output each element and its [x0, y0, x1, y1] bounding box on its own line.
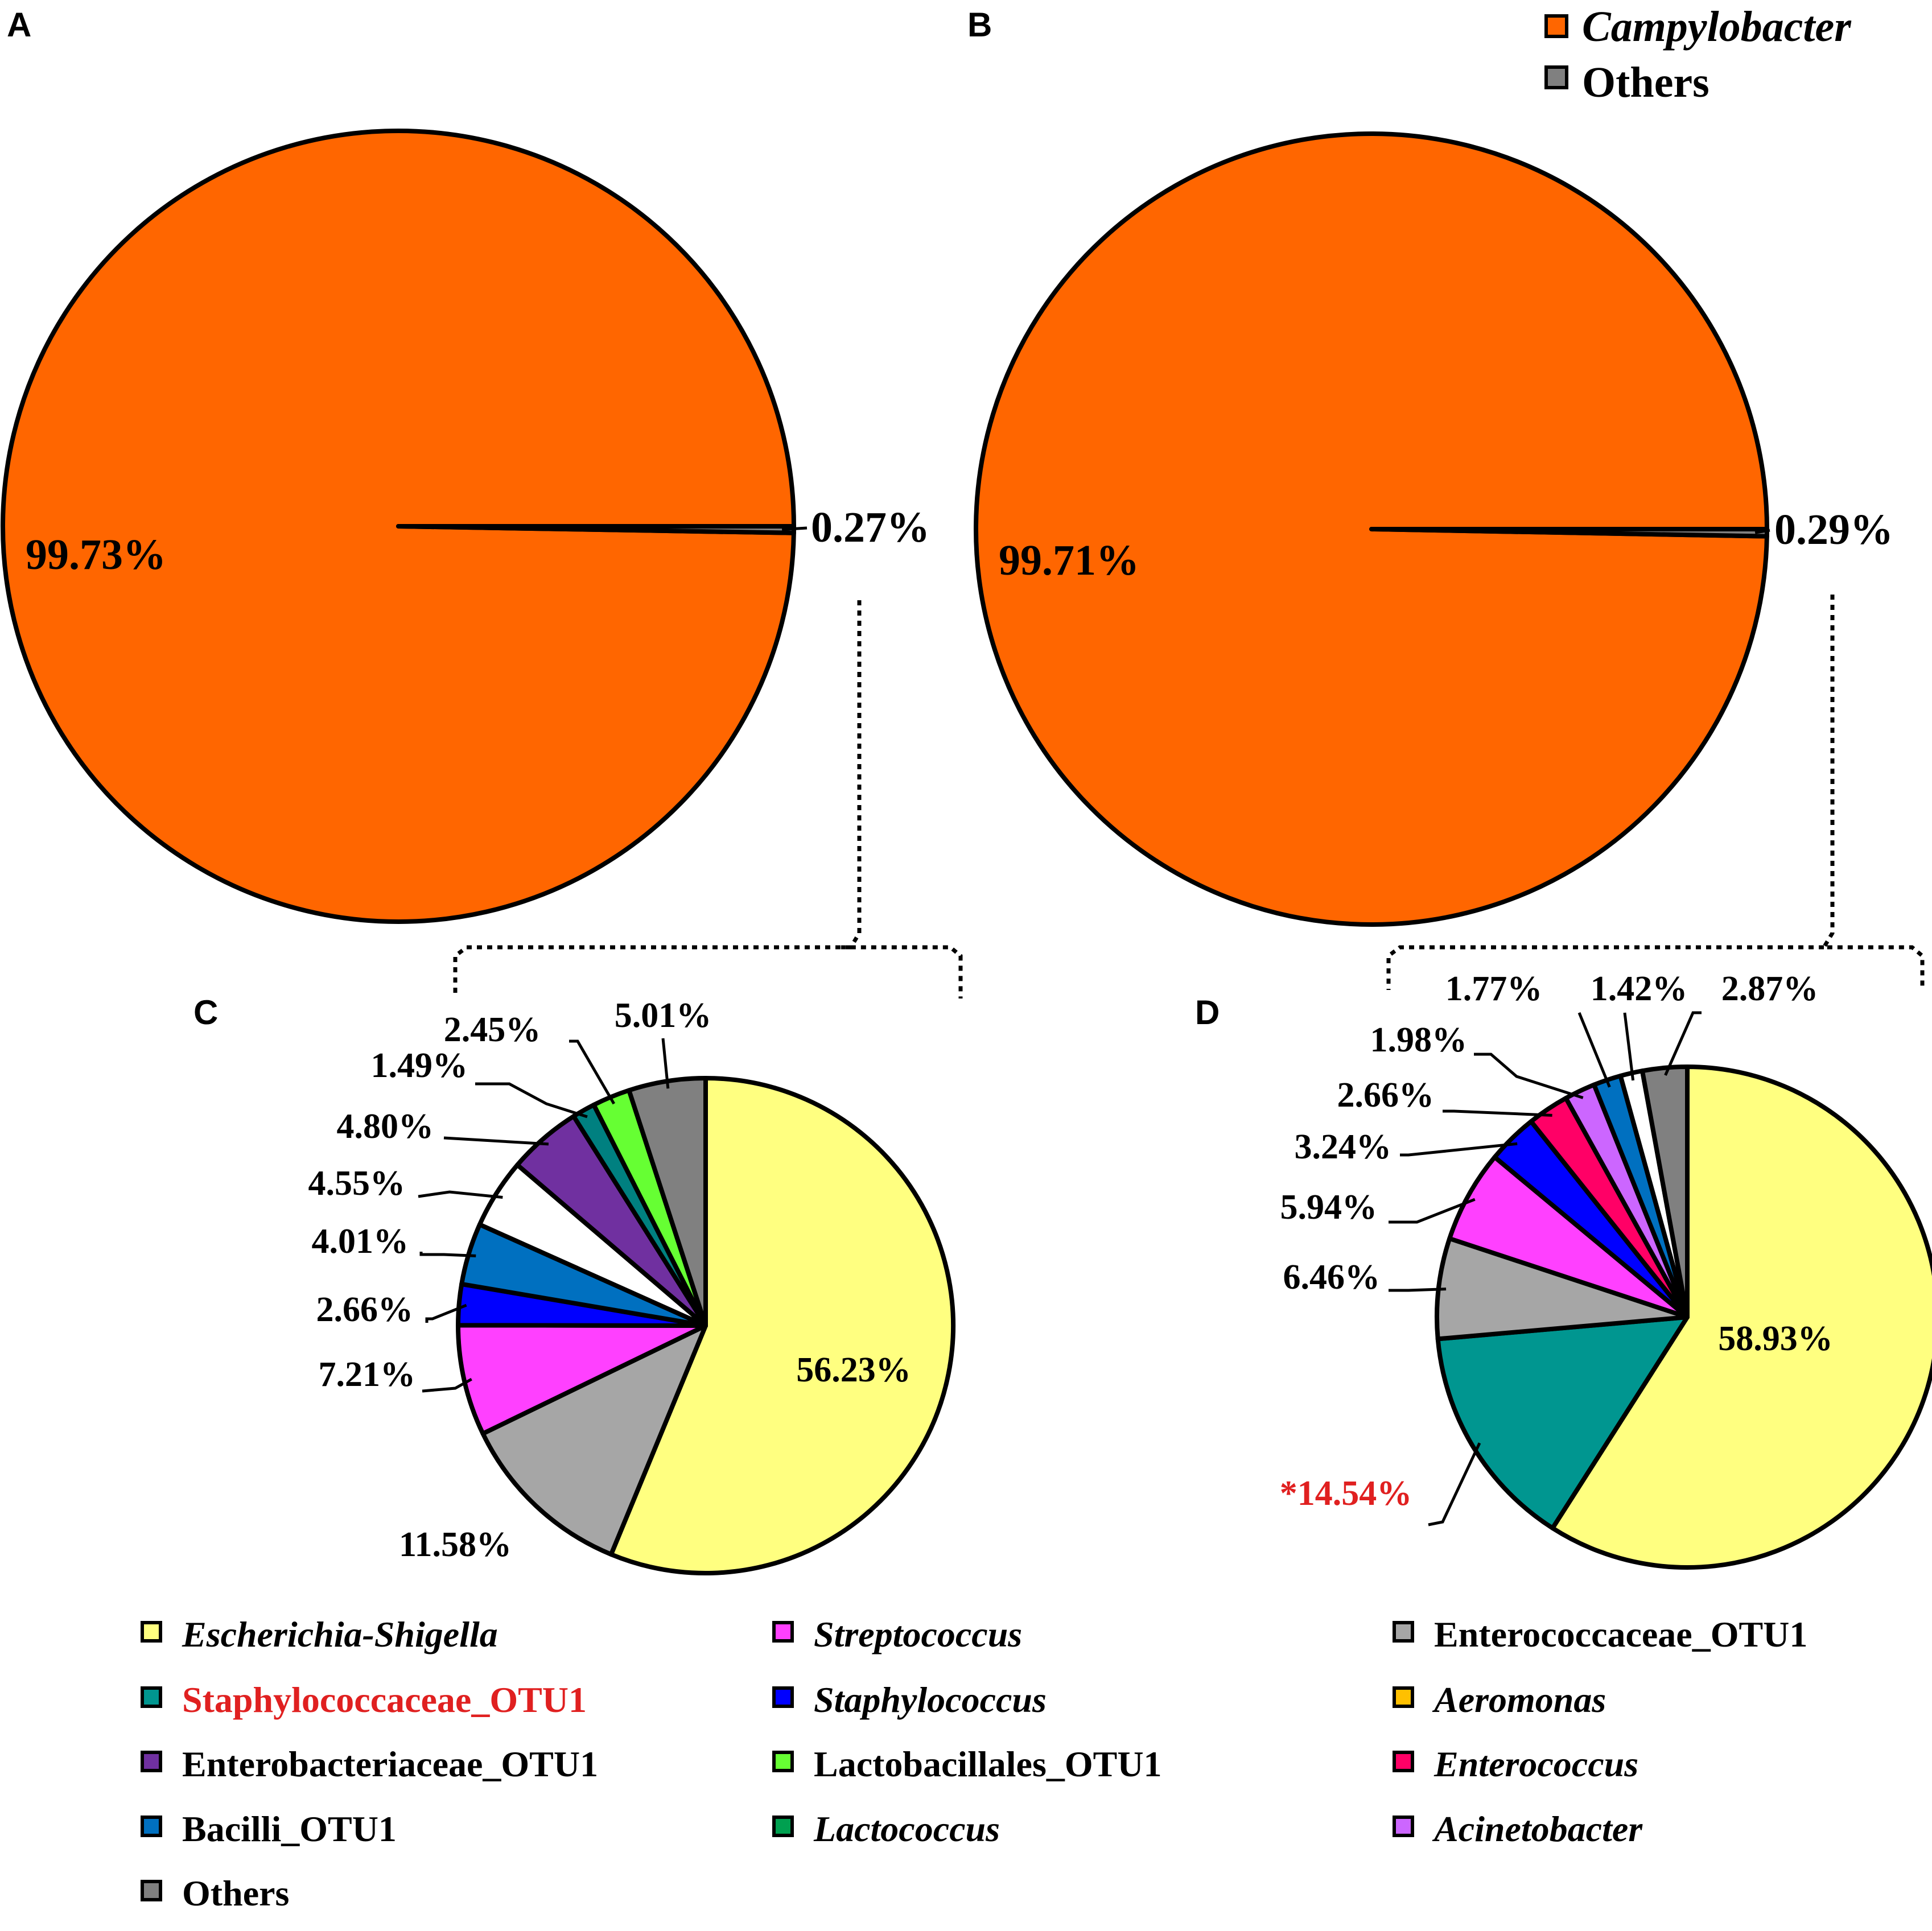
pie-d-leader-enterococcaceae-otu1 [1389, 1288, 1447, 1292]
legend-label-campylobacter: Campylobacter [1582, 3, 1852, 51]
pie-c-slice-escherichia-shigella [608, 1076, 955, 1575]
pie-c-label-escherichia-shigella: 56.23% [796, 1351, 911, 1389]
legend-swatch-streptococcus [772, 1621, 794, 1643]
legend-swatch-acinetobacter [1393, 1816, 1414, 1837]
pie-c-leader-unlabeled-white [418, 1190, 503, 1199]
pie-c-slice-enterococcaceae-otu1 [480, 1323, 708, 1557]
pie-d-label-acinetobacter: 1.98% [1370, 1021, 1468, 1059]
pie-d-leader-unlabeled-white [1623, 1012, 1635, 1081]
legend-swatch-enterococcus [1393, 1751, 1414, 1772]
pie-c-label-streptococcus: 7.21% [319, 1355, 416, 1394]
legend-swatch-enterobacteriaceae-otu1 [141, 1751, 162, 1772]
legend-label-enterococcaceae-otu1: Enterococcaceae_OTU1 [1434, 1614, 1807, 1654]
pie-b-slice-others [1369, 527, 1769, 539]
legend-label-staphylococcus: Staphylococcus [814, 1680, 1047, 1720]
legend-swatch-staphylococcus [772, 1686, 794, 1708]
pie-d-leader-staphylococcaceae-otu1 [1428, 1442, 1481, 1526]
legend-label-enterococcus: Enterococcus [1433, 1744, 1638, 1784]
pie-chart-a: 99.73% 0.27% [1, 129, 930, 924]
legend-swatch-staphylococcaceae-otu1 [141, 1686, 162, 1708]
pie-chart-b: 99.71% 0.29% [974, 131, 1893, 927]
pie-d-label-escherichia-shigella: 58.93% [1718, 1319, 1833, 1358]
pie-d-label-staphylococcus: 3.24% [1295, 1128, 1392, 1166]
pie-d-label-unlabeled-white: 1.42% [1591, 969, 1688, 1008]
pie-d-label-enterococcus: 2.66% [1337, 1076, 1435, 1115]
legend-label-streptococcus: Streptococcus [814, 1614, 1022, 1654]
pie-c-label-staphylococcus: 2.66% [316, 1290, 414, 1329]
legend-label-bacilli-otu1: Bacilli_OTU1 [182, 1809, 397, 1849]
legend-label-others: Others [182, 1873, 289, 1913]
connector-a-to-c [453, 600, 963, 998]
pie-d-slice-escherichia-shigella [1550, 1064, 1932, 1570]
legend-label-others-top: Others [1582, 59, 1709, 106]
pie-d-slice-streptococcus [1447, 1154, 1690, 1319]
pie-d-leader-streptococcus [1389, 1198, 1476, 1224]
pie-b-leader-others [1754, 529, 1770, 534]
pie-c-leader-enterobacteriaceae-otu1 [443, 1136, 549, 1146]
pie-c-label-enterococcaceae-otu1: 11.58% [399, 1525, 512, 1564]
legend-swatch-others-top [1544, 65, 1568, 89]
pie-d-label-staphylococcaceae-otu1: *14.54% [1280, 1474, 1412, 1513]
legend-label-enterobacteriaceae-otu1: Enterobacteriaceae_OTU1 [182, 1744, 598, 1784]
pie-c-leader-others [661, 1038, 670, 1089]
panel-letter-b: B [967, 6, 992, 44]
legend-label-acinetobacter: Acinetobacter [1432, 1809, 1643, 1849]
panel-letter-d: D [1195, 993, 1220, 1031]
top-legend: Campylobacter Others [1544, 3, 1852, 106]
pie-a-label-campylobacter: 99.73% [26, 531, 166, 579]
pie-d-leader-staphylococcus [1400, 1142, 1518, 1157]
legend-label-aeromonas: Aeromonas [1432, 1680, 1606, 1720]
pie-d-label-others: 2.87% [1721, 969, 1819, 1008]
legend-swatch-escherichia-shigella [141, 1621, 162, 1643]
legend-swatch-enterococcaceae-otu1 [1393, 1621, 1414, 1643]
pie-chart-d: 58.93% *14.54% 6.46% 5.94% 3.24% 2.66% 1.98% 1.… [1280, 969, 1932, 1570]
pie-d-label-enterococcaceae-otu1: 6.46% [1283, 1258, 1381, 1297]
pie-a-leader-others [781, 526, 808, 531]
legend-label-lactobacillales-otu1: Lactobacillales_OTU1 [814, 1744, 1162, 1784]
pie-d-leader-bacilli-otu1 [1577, 1012, 1611, 1088]
legend-swatch-lactococcus [772, 1816, 794, 1837]
panel-letter-c: C [193, 993, 218, 1031]
pie-c-label-bacilli-otu1: 4.01% [312, 1222, 409, 1261]
pie-c-slice-streptococcus [456, 1323, 708, 1436]
bottom-legend: Escherichia-Shigella Streptococcus Enteroc… [141, 1614, 1807, 1913]
legend-label-escherichia-shigella: Escherichia-Shigella [182, 1614, 498, 1654]
legend-label-staphylococcaceae-otu1: Staphylococcaceae_OTU1 [182, 1680, 587, 1720]
pie-c-label-lactobacillales-otu1: 2.45% [444, 1010, 541, 1049]
legend-swatch-others [141, 1880, 162, 1901]
pie-b-label-campylobacter: 99.71% [999, 537, 1139, 584]
pie-d-label-bacilli-otu1: 1.77% [1445, 969, 1543, 1008]
pie-c-leader-streptococcus [422, 1377, 472, 1393]
pie-b-label-others: 0.29% [1774, 506, 1893, 554]
pie-c-leader-bacilli-otu1 [419, 1252, 476, 1257]
legend-label-lactococcus: Lactococcus [813, 1809, 1000, 1849]
pie-d-leader-others [1664, 1011, 1702, 1076]
pie-c-label-enterobacteriaceae-otu1: 4.80% [337, 1107, 434, 1146]
pie-d-slice-others [1639, 1064, 1690, 1319]
panel-letter-a: A [7, 6, 31, 44]
legend-swatch-bacilli-otu1 [141, 1816, 162, 1837]
pie-d-leader-acinetobacter [1474, 1053, 1584, 1099]
legend-swatch-lactobacillales-otu1 [772, 1751, 794, 1772]
pie-d-label-streptococcus: 5.94% [1280, 1188, 1378, 1227]
legend-swatch-campylobacter [1544, 14, 1568, 38]
pie-c-label-lactococcus: 1.49% [371, 1046, 468, 1085]
pie-c-leader-staphylococcus [425, 1303, 467, 1323]
pie-chart-c: 56.23% 11.58% 7.21% 2.66% 4.01% 4.55% 4.80% 1.4… [308, 996, 955, 1575]
legend-swatch-aeromonas [1393, 1686, 1414, 1708]
pie-c-label-others: 5.01% [615, 996, 712, 1035]
connector-b-to-d [1386, 595, 1925, 990]
pie-d-slice-staphylococcaceae-otu1 [1435, 1315, 1690, 1530]
pie-c-leader-lactococcus [475, 1082, 588, 1119]
pie-a-label-others: 0.27% [811, 504, 930, 551]
pie-c-label-unlabeled-white: 4.55% [308, 1164, 406, 1203]
pie-c-leader-lactobacillales-otu1 [569, 1039, 616, 1105]
pie-d-leader-enterococcus [1443, 1109, 1552, 1117]
